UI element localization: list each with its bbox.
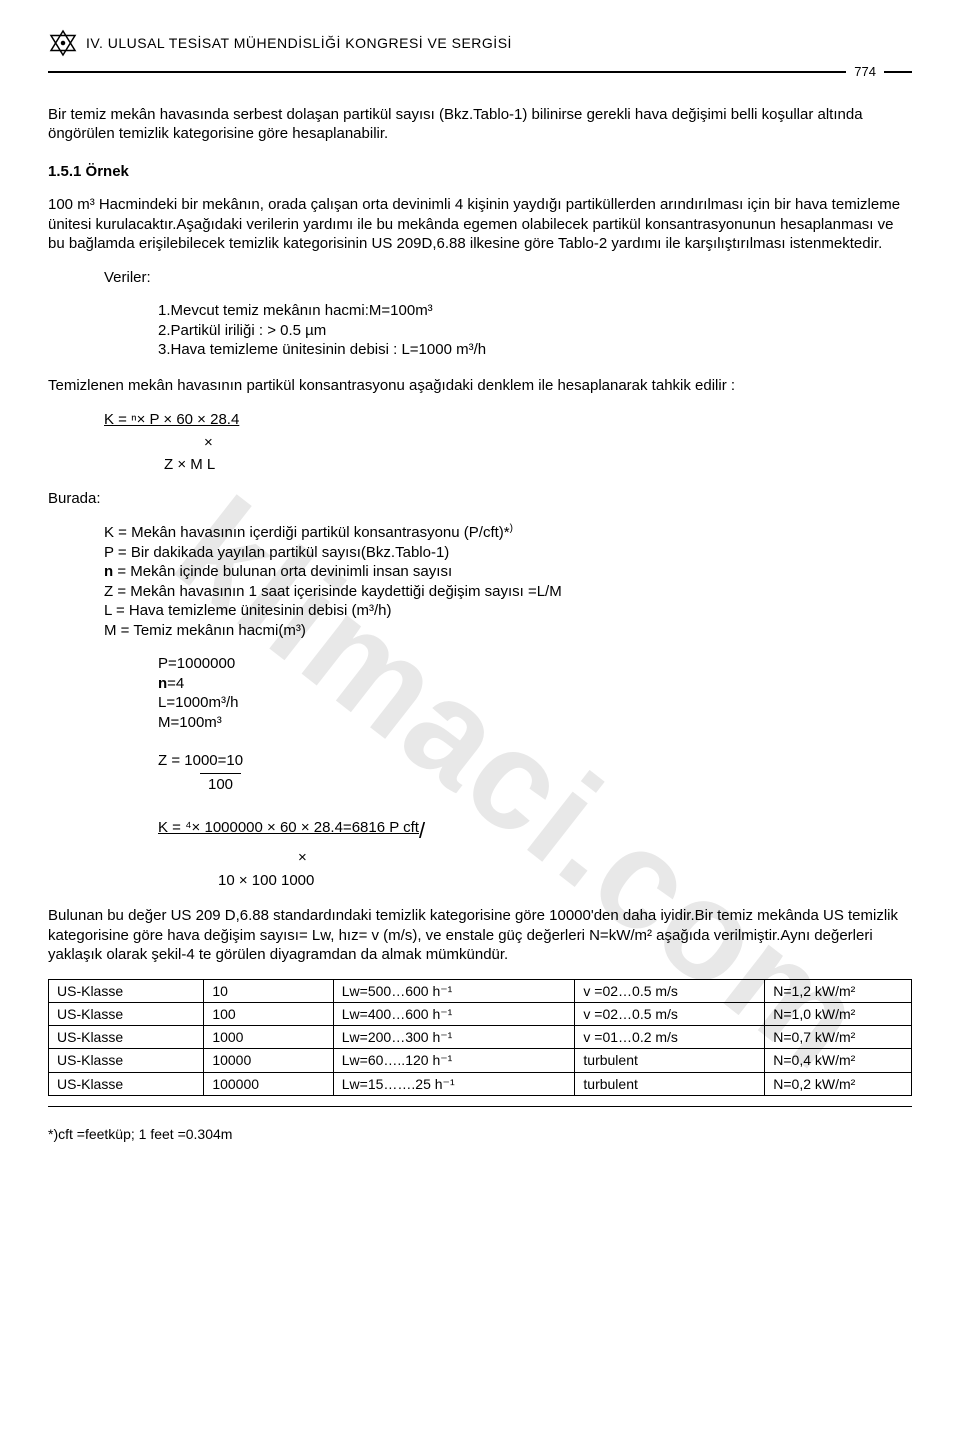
table-cell: Lw=15…….25 h⁻¹ [333,1072,575,1095]
definition-item: Z = Mekân havasının 1 saat içerisinde ka… [104,582,912,602]
formula-k2-mid: × [298,847,912,870]
congress-title: IV. ULUSAL TESİSAT MÜHENDİSLİĞİ KONGRESİ… [86,28,912,52]
formula-denominator: Z × M L [164,454,912,477]
table-cell: N=0,7 kW/m² [765,1026,912,1049]
intro-paragraph: Bir temiz mekân havasında serbest dolaşa… [48,105,912,144]
table-cell: US-Klasse [49,979,204,1002]
logo-icon [48,28,78,58]
formula-k2-den: 10 × 100 1000 [218,870,912,893]
formula-numerator: K = ⁿ× P × 60 × 28.4 [104,409,912,432]
table-cell: v =01…0.2 m/s [575,1026,765,1049]
table-cell: US-Klasse [49,1049,204,1072]
formula-k2: K = ⁴× 1000000 × 60 × 28.4=6816 P cft/ ×… [158,814,912,892]
table-cell: v =02…0.5 m/s [575,1003,765,1026]
table-row: US-Klasse100000Lw=15…….25 h⁻¹turbulentN=… [49,1072,912,1095]
param-item: P=1000000 [158,654,912,674]
header-rule: 774 [48,64,912,81]
definition-item: n = Mekân içinde bulunan orta devinimli … [104,562,912,582]
table-cell: 10000 [204,1049,333,1072]
section-heading: 1.5.1 Örnek [48,162,912,182]
us-klasse-table: US-Klasse10Lw=500…600 h⁻¹v =02…0.5 m/sN=… [48,979,912,1096]
table-row: US-Klasse10000Lw=60…..120 h⁻¹turbulentN=… [49,1049,912,1072]
table-cell: turbulent [575,1049,765,1072]
table-cell: v =02…0.5 m/s [575,979,765,1002]
table-cell: US-Klasse [49,1026,204,1049]
params-block: P=1000000 n=4 L=1000m³/h M=100m³ [158,654,912,732]
table-cell: 10 [204,979,333,1002]
formula-k: K = ⁿ× P × 60 × 28.4 × Z × M L [104,409,912,477]
table-row: US-Klasse100Lw=400…600 h⁻¹v =02…0.5 m/sN… [49,1003,912,1026]
definition-item: L = Hava temizleme ünitesinin debisi (m³… [104,601,912,621]
table-cell: 1000 [204,1026,333,1049]
table-cell: Lw=60…..120 h⁻¹ [333,1049,575,1072]
formula-z-den: 100 [200,773,241,797]
table-cell: Lw=400…600 h⁻¹ [333,1003,575,1026]
temizlenen-paragraph: Temizlenen mekân havasının partikül kons… [48,376,912,396]
veriler-item: 2.Partikül iriliği : > 0.5 µm [158,321,912,341]
footnote: *)cft =feetküp; 1 feet =0.304m [48,1125,912,1143]
veriler-label: Veriler: [104,268,912,288]
example-paragraph: 100 m³ Hacmindeki bir mekânın, orada çal… [48,195,912,254]
veriler-list: 1.Mevcut temiz mekânın hacmi:M=100m³ 2.P… [158,301,912,360]
table-cell: US-Klasse [49,1003,204,1026]
bulunan-paragraph: Bulunan bu değer US 209 D,6.88 standardı… [48,906,912,965]
table-cell: 100000 [204,1072,333,1095]
page-header: IV. ULUSAL TESİSAT MÜHENDİSLİĞİ KONGRESİ… [48,28,912,58]
definition-item: K = Mekân havasının içerdiği partikül ko… [104,522,912,543]
table-cell: N=1,2 kW/m² [765,979,912,1002]
table-cell: US-Klasse [49,1072,204,1095]
table-row: US-Klasse1000Lw=200…300 h⁻¹v =01…0.2 m/s… [49,1026,912,1049]
table-cell: turbulent [575,1072,765,1095]
table-cell: N=0,2 kW/m² [765,1072,912,1095]
page-number: 774 [854,64,876,81]
veriler-item: 1.Mevcut temiz mekânın hacmi:M=100m³ [158,301,912,321]
param-item: M=100m³ [158,713,912,733]
table-cell: N=0,4 kW/m² [765,1049,912,1072]
table-cell: Lw=500…600 h⁻¹ [333,979,575,1002]
formula-z-num: Z = 1000=10 [158,750,912,773]
definition-item: M = Temiz mekânın hacmi(m³) [104,621,912,641]
param-item: n=4 [158,674,912,694]
table-row: US-Klasse10Lw=500…600 h⁻¹v =02…0.5 m/sN=… [49,979,912,1002]
burada-label: Burada: [48,489,912,509]
param-item: L=1000m³/h [158,693,912,713]
table-cell: 100 [204,1003,333,1026]
formula-z: Z = 1000=10 100 [158,750,912,796]
veriler-item: 3.Hava temizleme ünitesinin debisi : L=1… [158,340,912,360]
definition-item: P = Bir dakikada yayılan partikül sayısı… [104,543,912,563]
formula-mid: × [204,432,912,455]
footnote-rule [48,1106,912,1107]
table-cell: N=1,0 kW/m² [765,1003,912,1026]
definitions-block: K = Mekân havasının içerdiği partikül ko… [104,522,912,640]
table-cell: Lw=200…300 h⁻¹ [333,1026,575,1049]
formula-k2-num: K = ⁴× 1000000 × 60 × 28.4=6816 P cft/ [158,814,912,847]
